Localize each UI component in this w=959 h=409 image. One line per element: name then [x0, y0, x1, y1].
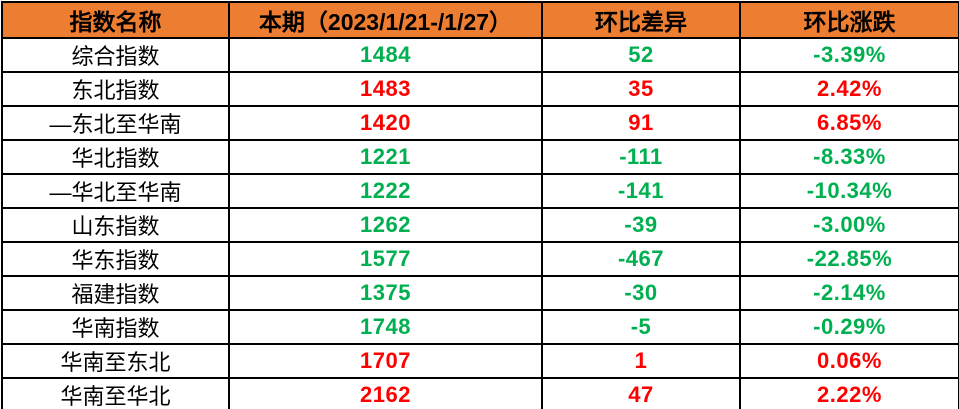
mom-difference-cell: 1	[541, 343, 741, 379]
mom-change-cell: -2.14%	[739, 275, 959, 311]
mom-difference-cell: 91	[541, 105, 741, 141]
mom-difference-cell: -30	[541, 275, 741, 311]
index-name-cell: 华南指数	[1, 309, 230, 345]
mom-change-cell: 0.06%	[739, 343, 959, 379]
current-value-cell: 1707	[228, 343, 543, 379]
table-row: 华南指数 1748 -5 -0.29%	[1, 309, 959, 345]
index-name-cell: 华东指数	[1, 241, 230, 277]
table-row: 华北指数 1221 -111 -8.33%	[1, 139, 959, 175]
mom-change-cell: -10.34%	[739, 173, 959, 209]
mom-difference-cell: -467	[541, 241, 741, 277]
current-value-cell: 1484	[228, 37, 543, 73]
mom-change-cell: -0.29%	[739, 309, 959, 345]
table-row: 华南至华北 2162 47 2.22%	[1, 377, 959, 409]
index-name-cell: 华南至华北	[1, 377, 230, 409]
mom-change-cell: -8.33%	[739, 139, 959, 175]
current-value-cell: 1420	[228, 105, 543, 141]
index-name-cell: 东北指数	[1, 71, 230, 107]
table-row: —东北至华南 1420 91 6.85%	[1, 105, 959, 141]
mom-difference-cell: -5	[541, 309, 741, 345]
mom-change-cell: 2.22%	[739, 377, 959, 409]
index-name-cell: —东北至华南	[1, 105, 230, 141]
current-value-cell: 2162	[228, 377, 543, 409]
mom-difference-cell: 52	[541, 37, 741, 73]
current-value-cell: 1577	[228, 241, 543, 277]
mom-difference-cell: -141	[541, 173, 741, 209]
current-value-cell: 1375	[228, 275, 543, 311]
index-name-cell: —华北至华南	[1, 173, 230, 209]
mom-change-cell: 6.85%	[739, 105, 959, 141]
table-body: 综合指数 1484 52 -3.39% 东北指数 1483 35 2.42% —东北至华南 142…	[1, 37, 959, 409]
mom-change-cell: -3.39%	[739, 37, 959, 73]
table-row: 山东指数 1262 -39 -3.00%	[1, 207, 959, 243]
current-value-cell: 1483	[228, 71, 543, 107]
table-row: 福建指数 1375 -30 -2.14%	[1, 275, 959, 311]
column-header-index-name: 指数名称	[1, 1, 230, 39]
mom-change-cell: -3.00%	[739, 207, 959, 243]
mom-change-cell: 2.42%	[739, 71, 959, 107]
table-row: 华东指数 1577 -467 -22.85%	[1, 241, 959, 277]
header-row: 指数名称 本期（2023/1/21-/1/27） 环比差异 环比涨跌	[1, 1, 959, 39]
column-header-current-period: 本期（2023/1/21-/1/27）	[228, 1, 543, 39]
mom-difference-cell: 47	[541, 377, 741, 409]
index-name-cell: 福建指数	[1, 275, 230, 311]
column-header-mom-change: 环比涨跌	[739, 1, 959, 39]
column-header-mom-difference: 环比差异	[541, 1, 741, 39]
table-row: 综合指数 1484 52 -3.39%	[1, 37, 959, 73]
mom-difference-cell: -39	[541, 207, 741, 243]
index-name-cell: 华北指数	[1, 139, 230, 175]
index-name-cell: 华南至东北	[1, 343, 230, 379]
index-name-cell: 综合指数	[1, 37, 230, 73]
mom-change-cell: -22.85%	[739, 241, 959, 277]
current-value-cell: 1262	[228, 207, 543, 243]
table-row: 华南至东北 1707 1 0.06%	[1, 343, 959, 379]
current-value-cell: 1748	[228, 309, 543, 345]
table-row: 东北指数 1483 35 2.42%	[1, 71, 959, 107]
mom-difference-cell: 35	[541, 71, 741, 107]
table-row: —华北至华南 1222 -141 -10.34%	[1, 173, 959, 209]
index-name-cell: 山东指数	[1, 207, 230, 243]
mom-difference-cell: -111	[541, 139, 741, 175]
current-value-cell: 1221	[228, 139, 543, 175]
current-value-cell: 1222	[228, 173, 543, 209]
